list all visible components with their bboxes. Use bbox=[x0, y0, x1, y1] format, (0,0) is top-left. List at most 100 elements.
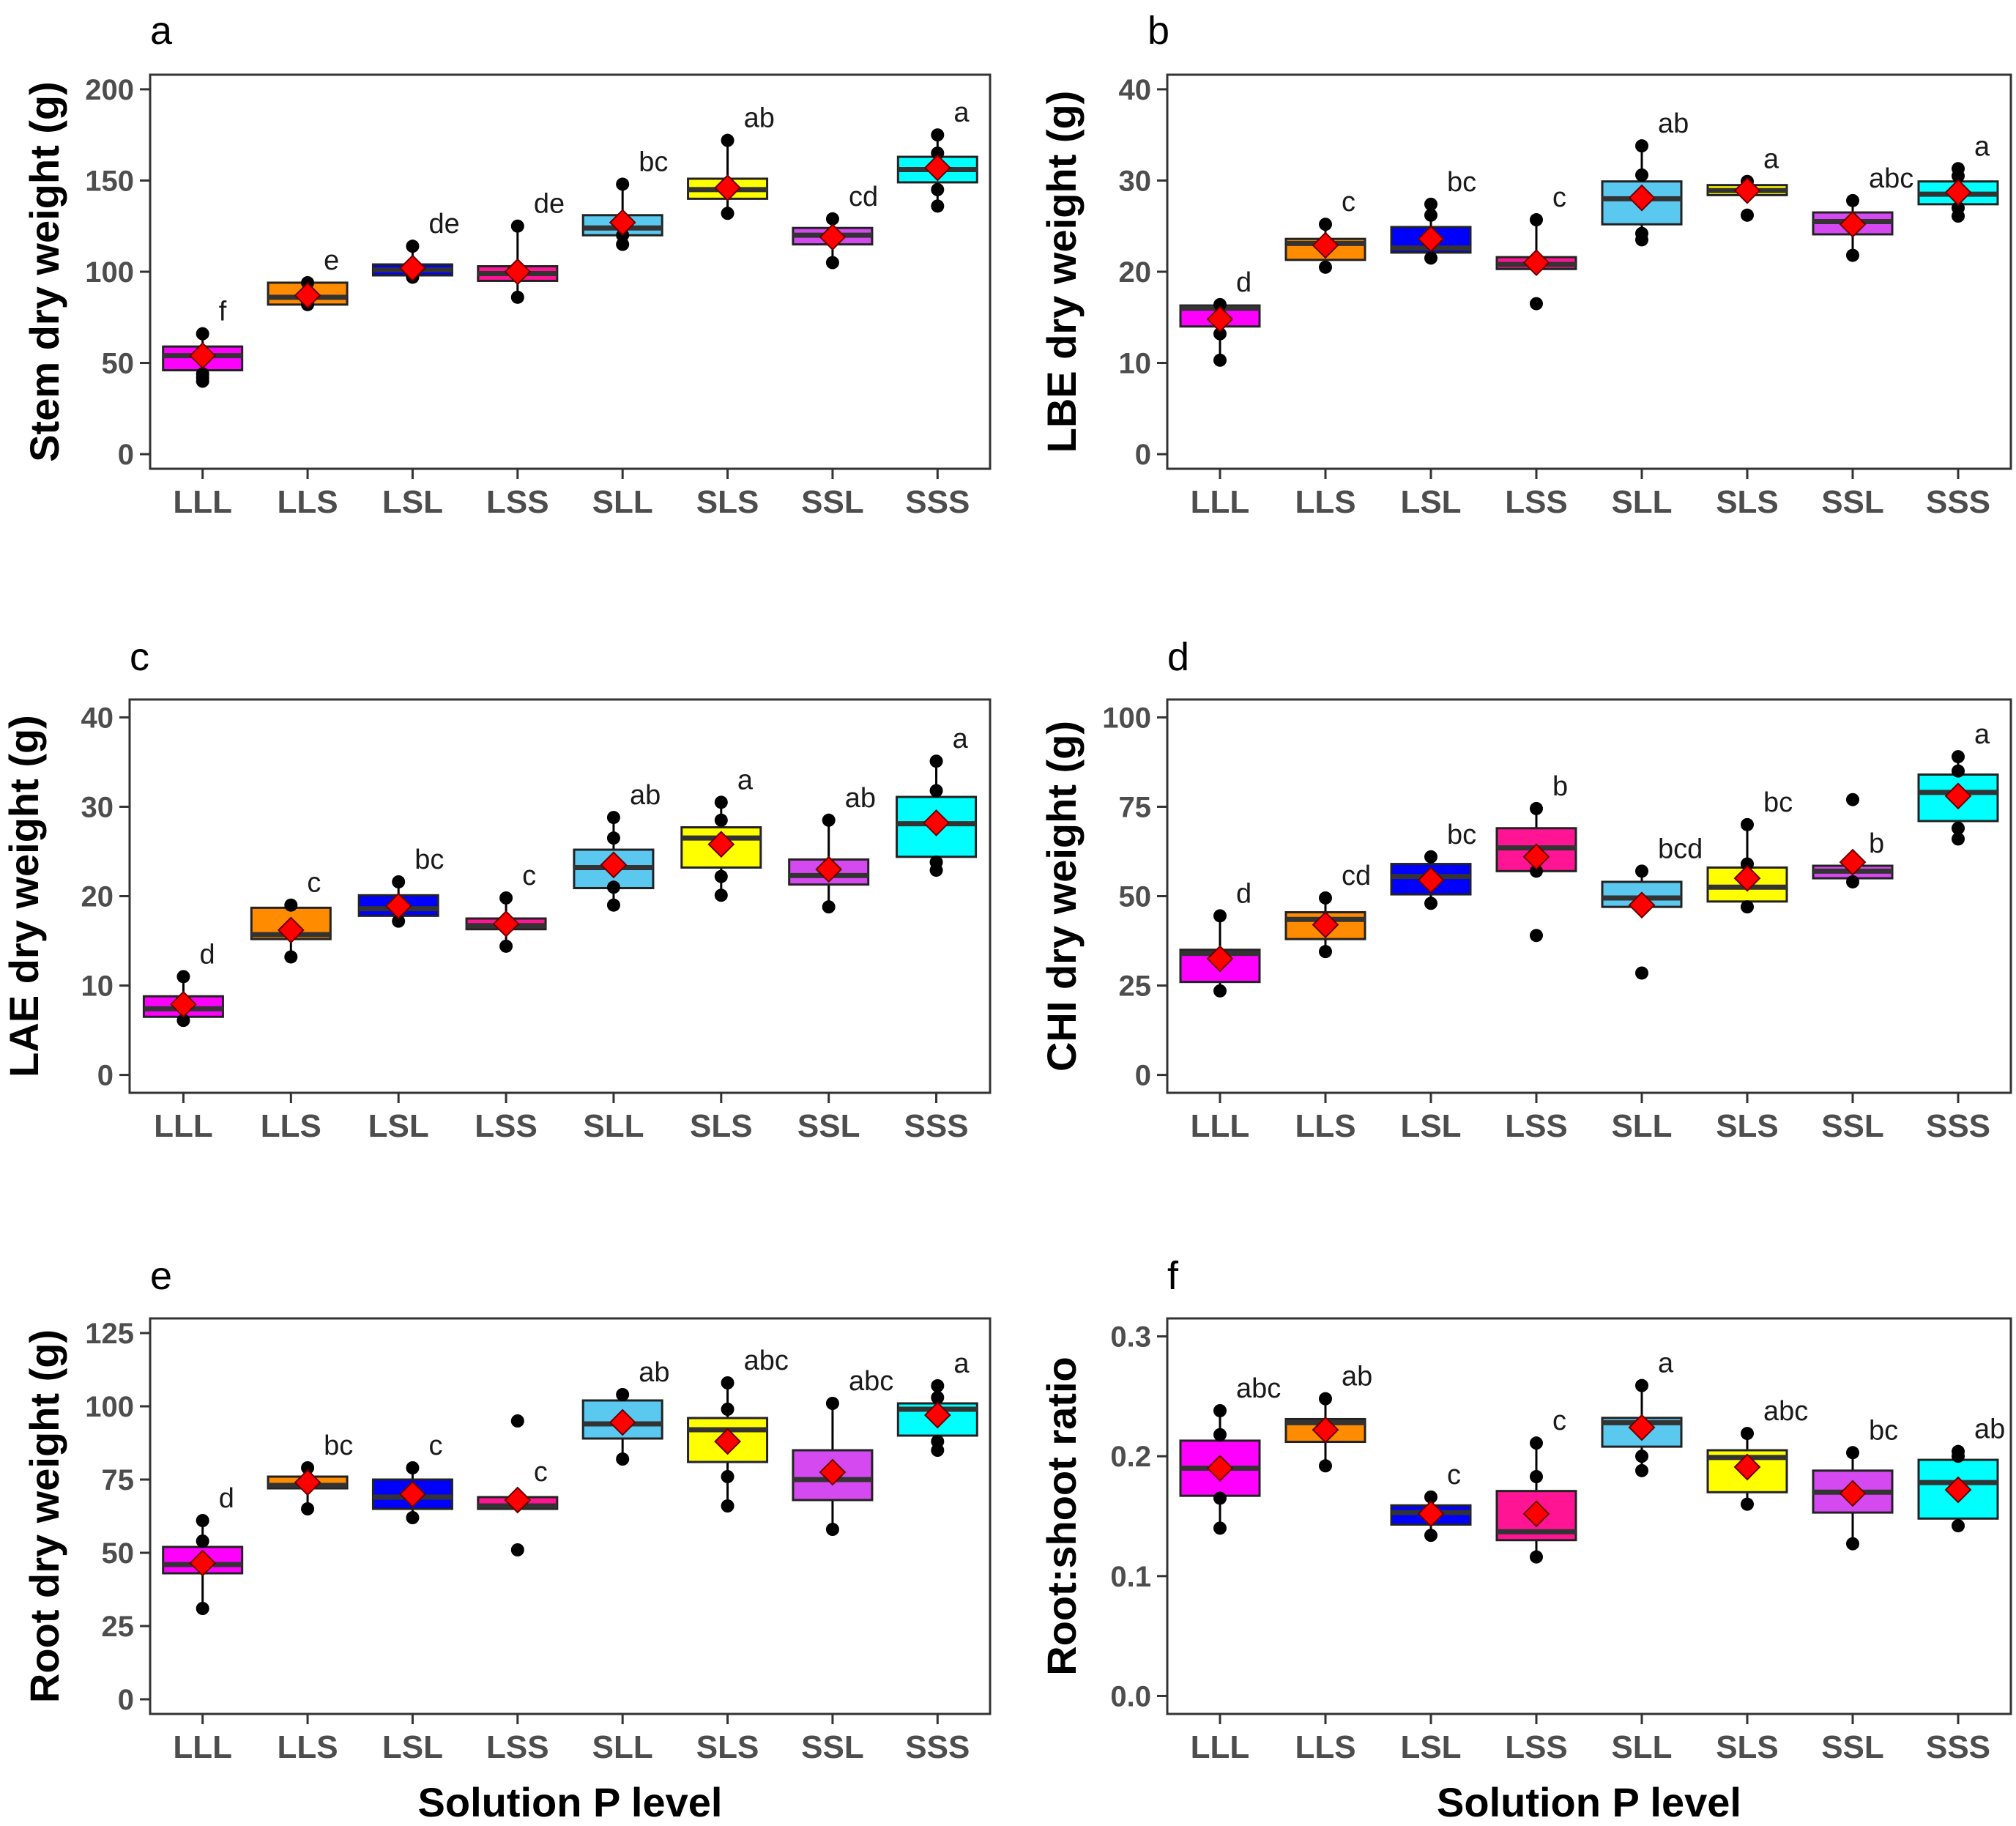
box-LSS: de bbox=[477, 189, 565, 304]
y-axis-label: CHI dry weight (g) bbox=[1038, 721, 1085, 1072]
data-point bbox=[825, 1397, 839, 1410]
mean-marker bbox=[1839, 210, 1867, 238]
data-point bbox=[1213, 1491, 1227, 1505]
data-point bbox=[1530, 864, 1543, 878]
data-point bbox=[176, 970, 190, 984]
data-point bbox=[1319, 1392, 1332, 1406]
data-point bbox=[616, 1388, 630, 1401]
data-point bbox=[392, 875, 406, 888]
data-point bbox=[825, 256, 839, 270]
plot-frame bbox=[1166, 73, 2012, 470]
x-tick-label: LLS bbox=[278, 1729, 338, 1765]
data-point bbox=[1319, 260, 1332, 274]
box-LSL: c bbox=[1390, 1460, 1472, 1543]
x-tick-label: SSS bbox=[1926, 484, 1990, 520]
data-point bbox=[1213, 327, 1227, 341]
y-tick-label: 50 bbox=[102, 348, 135, 380]
x-tick-label: LLL bbox=[154, 1108, 213, 1144]
mean-marker bbox=[815, 856, 843, 883]
y-tick-label: 10 bbox=[1119, 348, 1152, 380]
mean-marker bbox=[1733, 1453, 1761, 1481]
data-point bbox=[1213, 909, 1227, 923]
x-tick-label: LSS bbox=[1505, 1108, 1568, 1144]
x-tick-label: LLL bbox=[1191, 1729, 1250, 1765]
box-LSL: de bbox=[371, 209, 460, 284]
mean-marker bbox=[609, 1409, 636, 1436]
data-point bbox=[406, 1461, 420, 1474]
mean-marker bbox=[1944, 1476, 1972, 1504]
data-point bbox=[616, 237, 630, 251]
data-point bbox=[1952, 832, 1965, 846]
significance-letter: a bbox=[953, 1348, 970, 1379]
data-point bbox=[510, 219, 524, 233]
significance-letter: c bbox=[534, 1457, 548, 1488]
mean-marker bbox=[294, 281, 321, 309]
data-point bbox=[196, 1514, 209, 1527]
x-tick-label: LSL bbox=[382, 484, 443, 520]
data-point bbox=[1530, 1436, 1543, 1450]
x-tick-label: LLL bbox=[1191, 1108, 1250, 1144]
significance-letter: cd bbox=[1342, 861, 1371, 891]
significance-letter: b bbox=[1552, 771, 1568, 802]
box-LLL: f bbox=[162, 297, 244, 388]
panel-letter: a bbox=[150, 9, 173, 53]
box-SLL: ab bbox=[573, 780, 661, 912]
box-SSS: a bbox=[1917, 131, 1999, 223]
box-SLL: ab bbox=[581, 1357, 669, 1466]
mean-marker bbox=[189, 342, 217, 369]
box-SLS: abc bbox=[687, 1346, 789, 1513]
significance-letter: c bbox=[428, 1430, 442, 1461]
significance-letter: e bbox=[324, 245, 339, 276]
box-LLL: d bbox=[162, 1483, 244, 1615]
plot-frame bbox=[1166, 1317, 2012, 1715]
box-LSS: c bbox=[1495, 182, 1577, 311]
panel-letter: d bbox=[1167, 635, 1189, 679]
box-LSL: bc bbox=[357, 845, 444, 928]
x-tick-label: LSL bbox=[1400, 1108, 1461, 1144]
mean-marker bbox=[609, 209, 636, 237]
significance-letter: bc bbox=[1447, 167, 1476, 198]
data-point bbox=[510, 1543, 524, 1556]
significance-letter: bc bbox=[1447, 820, 1476, 850]
box-LSS: c bbox=[465, 861, 547, 953]
data-point bbox=[1846, 1446, 1859, 1460]
x-tick-label: LSS bbox=[1505, 1729, 1568, 1765]
data-point bbox=[196, 367, 209, 381]
significance-letter: a bbox=[953, 97, 970, 128]
box-LLS: bc bbox=[267, 1430, 353, 1515]
significance-letter: bc bbox=[639, 146, 668, 177]
data-point bbox=[931, 1379, 945, 1392]
y-tick-label: 0 bbox=[118, 439, 134, 471]
mean-marker bbox=[1522, 843, 1550, 871]
x-tick-label: SLS bbox=[1716, 1729, 1779, 1765]
data-point bbox=[499, 939, 513, 953]
box-LSL: c bbox=[371, 1430, 453, 1524]
x-tick-label: SSL bbox=[801, 1729, 864, 1765]
y-axis-label: Root dry weight (g) bbox=[21, 1329, 67, 1703]
y-tick-label: 100 bbox=[85, 256, 134, 289]
y-tick-label: 40 bbox=[1119, 74, 1152, 106]
data-point bbox=[1635, 139, 1648, 153]
plot-frame bbox=[149, 1317, 992, 1715]
y-tick-label: 50 bbox=[102, 1537, 135, 1570]
data-point bbox=[1213, 1404, 1227, 1417]
mean-marker bbox=[819, 223, 847, 251]
data-point bbox=[1319, 945, 1332, 959]
mean-marker bbox=[294, 1469, 321, 1496]
mean-marker bbox=[1312, 911, 1339, 938]
significance-letter: a bbox=[1763, 144, 1779, 175]
mean-marker bbox=[399, 254, 426, 282]
data-point bbox=[1846, 193, 1859, 207]
significance-letter: ab bbox=[845, 783, 876, 814]
box-LLS: c bbox=[1284, 187, 1366, 274]
significance-letter: bc bbox=[1869, 1415, 1898, 1446]
panel-letter: b bbox=[1148, 9, 1169, 53]
data-point bbox=[1952, 162, 1965, 176]
y-tick-label: 150 bbox=[85, 165, 134, 197]
data-point bbox=[1635, 1378, 1648, 1392]
mean-marker bbox=[923, 1401, 951, 1429]
significance-letter: c bbox=[1447, 1460, 1461, 1491]
x-tick-label: SLL bbox=[1611, 1108, 1672, 1144]
data-point bbox=[406, 1511, 420, 1524]
data-point bbox=[196, 1602, 209, 1615]
